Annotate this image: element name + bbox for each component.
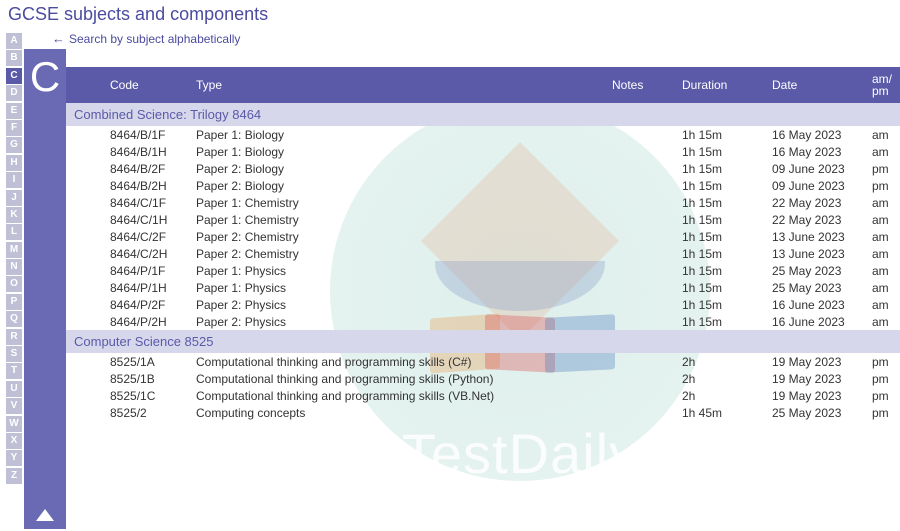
table-row: 8464/C/2HPaper 2: Chemistry1h 15m13 June… <box>66 245 900 262</box>
alpha-item-z[interactable]: Z <box>6 468 22 484</box>
alpha-item-v[interactable]: V <box>6 398 22 414</box>
table-row: 8525/1CComputational thinking and progra… <box>66 387 900 404</box>
table-row: 8464/P/1HPaper 1: Physics1h 15m25 May 20… <box>66 279 900 296</box>
section-header[interactable]: Combined Science: Trilogy 8464 <box>66 103 900 126</box>
col-notes: Notes <box>604 67 674 103</box>
alpha-item-t[interactable]: T <box>6 363 22 379</box>
alpha-item-p[interactable]: P <box>6 294 22 310</box>
alpha-item-q[interactable]: Q <box>6 311 22 327</box>
col-date: Date <box>764 67 864 103</box>
alpha-item-w[interactable]: W <box>6 416 22 432</box>
alpha-item-c[interactable]: C <box>6 68 22 84</box>
alpha-item-f[interactable]: F <box>6 120 22 136</box>
table-row: 8464/P/2FPaper 2: Physics1h 15m16 June 2… <box>66 296 900 313</box>
alpha-nav: ABCDEFGHIJKLMNOPQRSTUVWXYZ <box>6 33 24 484</box>
search-hint: ← Search by subject alphabetically <box>52 31 240 46</box>
timetable: Code Type Notes Duration Date am/ pm Com… <box>66 67 900 529</box>
table-row: 8464/C/1FPaper 1: Chemistry1h 15m22 May … <box>66 194 900 211</box>
alpha-item-d[interactable]: D <box>6 85 22 101</box>
alpha-item-r[interactable]: R <box>6 329 22 345</box>
scroll-up-icon[interactable] <box>36 509 54 521</box>
alpha-item-l[interactable]: L <box>6 224 22 240</box>
table-header-row: Code Type Notes Duration Date am/ pm <box>66 67 900 103</box>
page-title: GCSE subjects and components <box>0 0 900 31</box>
alpha-item-h[interactable]: H <box>6 155 22 171</box>
section-header[interactable]: Computer Science 8525 <box>66 330 900 353</box>
table-row: 8464/P/1FPaper 1: Physics1h 15m25 May 20… <box>66 262 900 279</box>
table-row: 8464/B/2FPaper 2: Biology1h 15m09 June 2… <box>66 160 900 177</box>
alpha-item-j[interactable]: J <box>6 190 22 206</box>
table-row: 8525/1BComputational thinking and progra… <box>66 370 900 387</box>
table-row: 8464/B/2HPaper 2: Biology1h 15m09 June 2… <box>66 177 900 194</box>
alpha-item-k[interactable]: K <box>6 207 22 223</box>
col-duration: Duration <box>674 67 764 103</box>
col-code: Code <box>102 67 188 103</box>
alpha-item-i[interactable]: I <box>6 172 22 188</box>
col-empty <box>66 67 102 103</box>
table-row: 8464/B/1HPaper 1: Biology1h 15m16 May 20… <box>66 143 900 160</box>
col-ampm: am/ pm <box>864 67 900 103</box>
alpha-item-g[interactable]: G <box>6 137 22 153</box>
alpha-item-b[interactable]: B <box>6 50 22 66</box>
alpha-item-a[interactable]: A <box>6 33 22 49</box>
alpha-item-n[interactable]: N <box>6 259 22 275</box>
table-row: 8525/1AComputational thinking and progra… <box>66 353 900 370</box>
search-hint-text: Search by subject alphabetically <box>69 32 240 46</box>
alpha-item-y[interactable]: Y <box>6 450 22 466</box>
letter-column: C <box>24 49 66 529</box>
alpha-item-o[interactable]: O <box>6 276 22 292</box>
table-row: 8464/C/1HPaper 1: Chemistry1h 15m22 May … <box>66 211 900 228</box>
alpha-item-m[interactable]: M <box>6 242 22 258</box>
alpha-item-e[interactable]: E <box>6 103 22 119</box>
alpha-item-x[interactable]: X <box>6 433 22 449</box>
col-type: Type <box>188 67 604 103</box>
alpha-item-u[interactable]: U <box>6 381 22 397</box>
alpha-item-s[interactable]: S <box>6 346 22 362</box>
table-row: 8464/B/1FPaper 1: Biology1h 15m16 May 20… <box>66 126 900 143</box>
table-row: 8464/P/2HPaper 2: Physics1h 15m16 June 2… <box>66 313 900 330</box>
table-row: 8464/C/2FPaper 2: Chemistry1h 15m13 June… <box>66 228 900 245</box>
arrow-left-icon: ← <box>52 31 65 46</box>
table-row: 8525/2Computing concepts1h 45m25 May 202… <box>66 404 900 421</box>
current-letter: C <box>30 53 60 101</box>
